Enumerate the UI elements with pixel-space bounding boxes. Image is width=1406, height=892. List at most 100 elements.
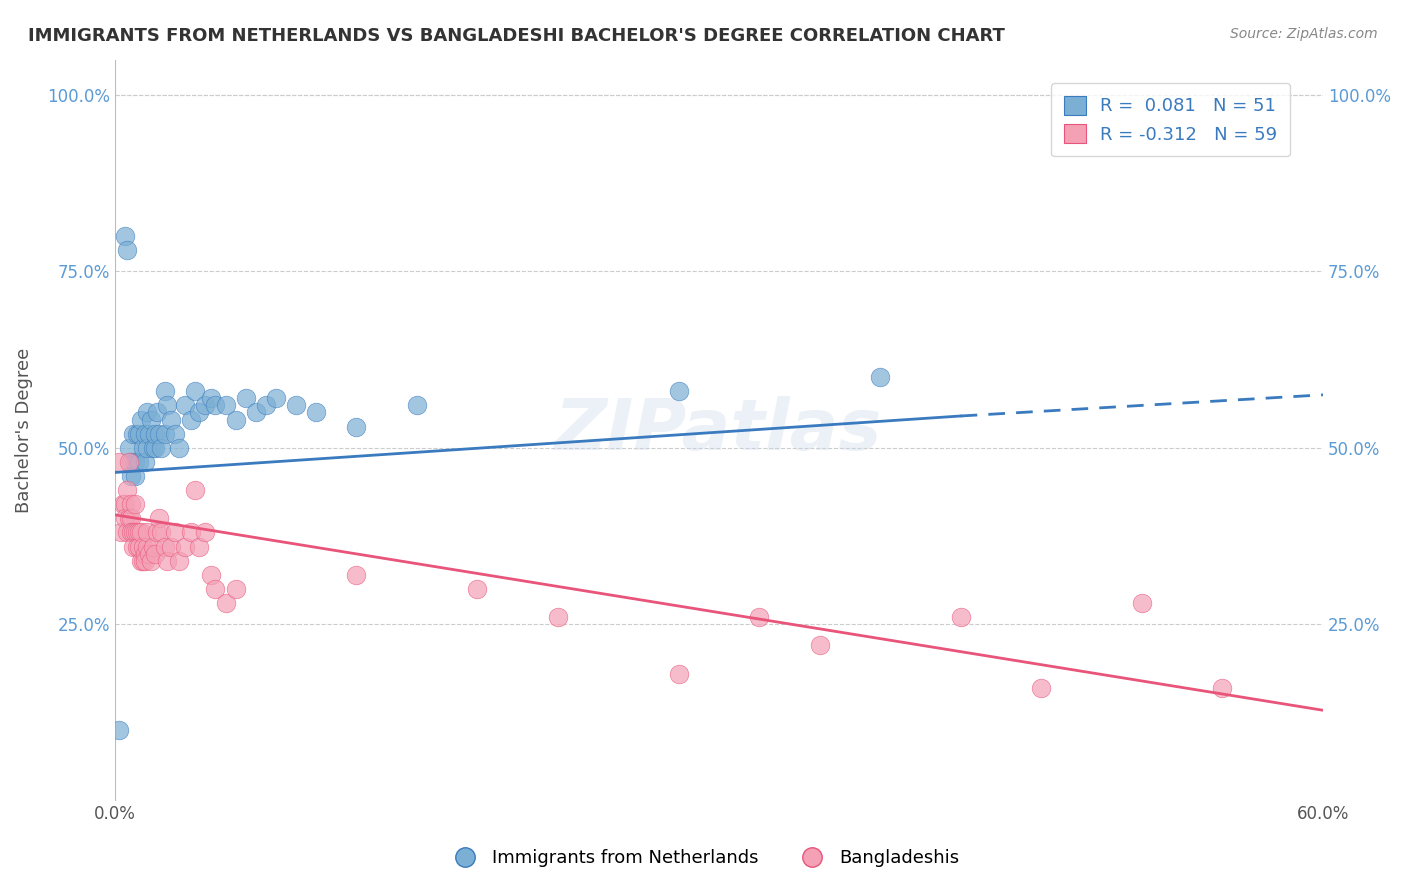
Point [114,497,136,511]
Point [118,511,141,525]
Point [547,610,569,624]
Point [128,455,150,469]
Point [132,441,155,455]
Point [139,412,162,426]
Point [118,441,141,455]
Point [156,398,179,412]
Point [146,525,169,540]
Point [346,567,368,582]
Point [125,426,148,441]
Point [949,610,972,624]
Point [128,540,150,554]
Point [188,540,211,554]
Point [174,540,197,554]
Point [114,511,136,525]
Point [111,497,134,511]
Point [180,412,202,426]
Point [245,405,267,419]
Point [124,525,146,540]
Point [204,582,226,596]
Point [200,392,222,406]
Point [134,455,156,469]
Point [134,426,156,441]
Point [115,525,138,540]
Point [150,525,173,540]
Point [1130,596,1153,610]
Point [184,384,207,399]
Point [107,723,129,737]
Point [204,398,226,412]
Point [136,405,159,419]
Point [200,567,222,582]
Point [235,392,257,406]
Point [124,455,146,469]
Point [120,455,142,469]
Legend: R =  0.081   N = 51, R = -0.312   N = 59: R = 0.081 N = 51, R = -0.312 N = 59 [1052,84,1289,156]
Point [143,441,166,455]
Point [120,525,142,540]
Point [146,405,169,419]
Point [167,554,190,568]
Point [142,540,165,554]
Point [132,540,155,554]
Point [668,666,690,681]
Point [225,582,247,596]
Point [156,554,179,568]
Point [1211,681,1233,695]
Point [128,426,150,441]
Point [214,398,236,412]
Point [305,405,328,419]
Point [180,525,202,540]
Point [129,525,152,540]
Text: IMMIGRANTS FROM NETHERLANDS VS BANGLADESHI BACHELOR'S DEGREE CORRELATION CHART: IMMIGRANTS FROM NETHERLANDS VS BANGLADES… [28,27,1005,45]
Point [134,554,156,568]
Point [184,483,207,497]
Point [264,392,287,406]
Y-axis label: Bachelor's Degree: Bachelor's Degree [15,348,32,513]
Point [214,596,236,610]
Point [165,426,187,441]
Point [139,554,162,568]
Point [194,398,217,412]
Point [118,455,141,469]
Point [132,554,155,568]
Point [194,525,217,540]
Point [153,540,176,554]
Point [124,497,146,511]
Text: Source: ZipAtlas.com: Source: ZipAtlas.com [1230,27,1378,41]
Point [114,229,136,244]
Point [808,638,831,652]
Point [125,540,148,554]
Text: ZIPatlas: ZIPatlas [555,396,883,465]
Point [465,582,488,596]
Point [748,610,770,624]
Point [136,540,159,554]
Point [1031,681,1053,695]
Point [125,525,148,540]
Point [107,455,129,469]
Point [129,554,152,568]
Point [122,525,145,540]
Point [122,540,145,554]
Point [869,370,891,384]
Point [405,398,427,412]
Point [136,441,159,455]
Point [115,483,138,497]
Point [120,511,142,525]
Point [138,547,160,561]
Point [148,511,170,525]
Point [122,426,145,441]
Point [153,426,176,441]
Point [120,497,142,511]
Point [167,441,190,455]
Point [254,398,277,412]
Point [150,441,173,455]
Point [143,547,166,561]
Point [285,398,308,412]
Point [134,547,156,561]
Point [110,525,132,540]
Point [165,525,187,540]
Point [225,412,247,426]
Point [142,441,165,455]
Point [124,469,146,483]
